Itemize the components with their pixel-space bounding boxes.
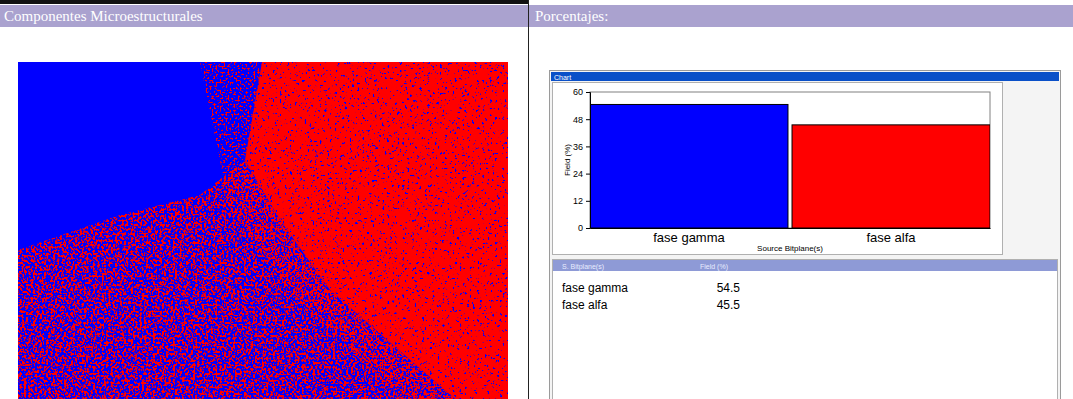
table-header bbox=[553, 260, 1057, 271]
y-tick-mark bbox=[586, 92, 590, 93]
y-tick-label: 24 bbox=[573, 169, 583, 179]
chart-window bbox=[550, 71, 1061, 399]
y-tick: 36 bbox=[573, 142, 590, 152]
y-tick-label: 48 bbox=[573, 115, 583, 125]
x-axis-line bbox=[591, 228, 991, 229]
phase-blue bbox=[18, 62, 508, 399]
y-tick: 0 bbox=[578, 223, 590, 233]
x-axis-title: Source Bitplane(s) bbox=[757, 244, 823, 253]
y-tick-mark bbox=[586, 201, 590, 202]
bars bbox=[590, 104, 990, 228]
edge-specks bbox=[18, 62, 508, 399]
header-right: Porcentajes: bbox=[535, 8, 608, 24]
window-title: Chart bbox=[554, 74, 571, 81]
bar bbox=[792, 125, 990, 228]
y-tick-mark bbox=[586, 174, 590, 175]
table-column: S. Bitplane(s) bbox=[562, 263, 604, 271]
y-axis-line bbox=[586, 93, 591, 229]
column-divider bbox=[528, 0, 529, 399]
y-axis: 0 12 24 36 48 60 bbox=[573, 87, 591, 233]
y-tick-label: 60 bbox=[573, 87, 583, 97]
chart-panel bbox=[553, 83, 1003, 255]
table-value: 45.5 bbox=[717, 298, 741, 312]
y-tick: 12 bbox=[573, 196, 590, 206]
top-rule bbox=[0, 0, 528, 4]
blue-specks bbox=[18, 62, 508, 399]
table-panel bbox=[553, 260, 1058, 399]
table-name: fase gamma bbox=[562, 281, 628, 295]
x-axis: fase gamma fase alfa bbox=[591, 228, 991, 245]
y-tick-label: 36 bbox=[573, 142, 583, 152]
micrograph bbox=[18, 62, 508, 399]
y-tick-mark bbox=[586, 119, 590, 120]
x-tick-label: fase alfa bbox=[866, 230, 916, 245]
header-left: Componentes Microestructurales bbox=[4, 8, 203, 24]
page: Componentes Microestructurales Porcentaje… bbox=[0, 0, 1073, 399]
x-tick: fase alfa bbox=[866, 228, 916, 245]
header-band bbox=[0, 5, 1073, 27]
y-tick: 24 bbox=[573, 169, 590, 179]
red-specks bbox=[18, 62, 508, 399]
window-titlebar bbox=[551, 72, 1059, 81]
y-tick-mark bbox=[586, 228, 590, 229]
x-tick: fase gamma bbox=[653, 228, 725, 245]
y-axis-title: Field (%) bbox=[563, 144, 572, 176]
table-value: 54.5 bbox=[717, 281, 741, 295]
y-tick-label: 12 bbox=[573, 196, 583, 206]
table-column: Field (%) bbox=[700, 263, 728, 271]
y-tick-mark bbox=[586, 146, 590, 147]
x-tick-label: fase gamma bbox=[653, 230, 725, 245]
bar bbox=[590, 104, 788, 228]
y-tick: 60 bbox=[573, 87, 590, 97]
table-name: fase alfa bbox=[562, 298, 608, 312]
plot-frame bbox=[590, 92, 990, 228]
y-tick: 48 bbox=[573, 115, 590, 125]
y-tick-label: 0 bbox=[578, 223, 583, 233]
